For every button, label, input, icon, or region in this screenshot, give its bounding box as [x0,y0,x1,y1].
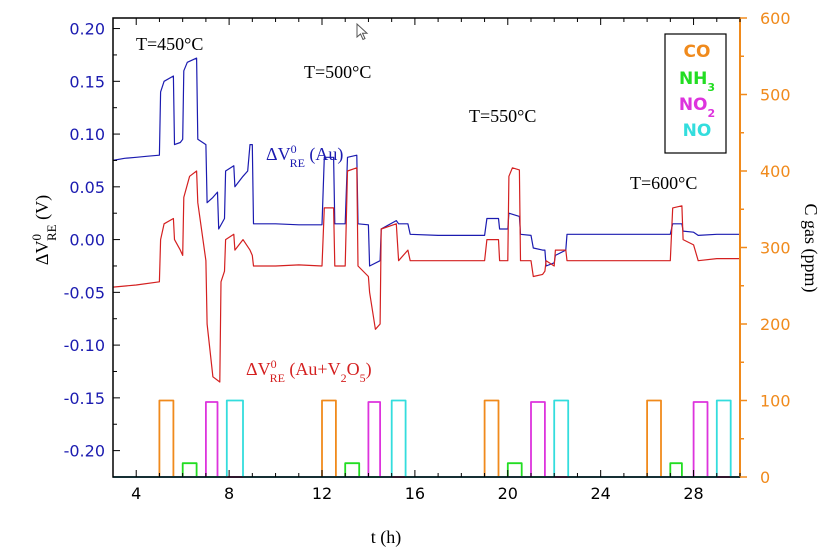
x-tick-label: 24 [590,484,610,503]
legend-entry-no2: NO2 [679,95,715,120]
legend-box [664,33,727,154]
annotation-t550: T=550°C [469,106,536,126]
series-line-v0re-au [112,57,740,267]
x-tick-label: 8 [224,484,234,503]
y2-tick-label: 300 [760,239,791,258]
x-tick-label: 16 [405,484,425,503]
x-tick-label: 20 [498,484,518,503]
y-tick-label: -0.20 [64,442,105,461]
y2-tick-label: 100 [760,392,791,411]
plot-frame [112,17,741,478]
mouse-cursor-icon [356,22,369,41]
y2-axis-title: C gas (ppm) [800,204,821,293]
series-line-nh3 [113,462,740,478]
y-tick-label: -0.15 [64,389,105,408]
y2-axis-ticks: 0 100 200 300 400 500 600 [740,9,791,487]
annotation-t600: T=600°C [630,173,697,193]
annotation-au-series: ΔV0 RE (Au) [266,142,343,170]
y-tick-label: 0.00 [69,231,105,250]
y-tick-label: 0.10 [69,125,105,144]
series-line-no [113,399,740,478]
y-axis-title: ΔV0RE (V) [29,195,59,265]
y2-tick-label: 500 [760,86,791,105]
annotation-t500: T=500°C [304,62,371,82]
series-line-co [113,399,740,478]
series-layer [112,57,740,478]
y-tick-label: 0.15 [69,72,105,91]
y-tick-label: -0.10 [64,336,105,355]
legend-entry-nh3: NH3 [679,69,715,94]
y2-tick-label: 600 [760,9,791,28]
legend-entry-no: NO [683,121,712,141]
y-axis-ticks: 0.20 0.15 0.10 0.05 0.00 -0.05 -0.10 -0.15 -0.20 [64,20,120,478]
y2-tick-label: 200 [760,315,791,334]
series-line-v0re-au-v2o5 [112,167,740,383]
series-line-no2 [113,401,740,478]
y-tick-label: 0.20 [69,20,105,39]
x-axis-title: t (h) [371,527,402,548]
x-tick-label: 4 [131,484,141,503]
y2-tick-label: 400 [760,162,791,181]
annotation-t450: T=450°C [136,34,203,54]
legend: CO NH3 NO2 NO [664,33,727,154]
legend-entry-co: CO [684,42,711,62]
annotation-au-v2o5-series: ΔV0 RE (Au+V2O5) [246,357,372,385]
x-tick-label: 28 [683,484,703,503]
y-tick-label: 0.05 [69,178,105,197]
x-tick-label: 12 [312,484,332,503]
y-tick-label: -0.05 [64,283,105,302]
y2-tick-label: 0 [760,468,770,487]
x-axis-ticks: 4 8 12 16 20 24 28 [112,18,741,503]
